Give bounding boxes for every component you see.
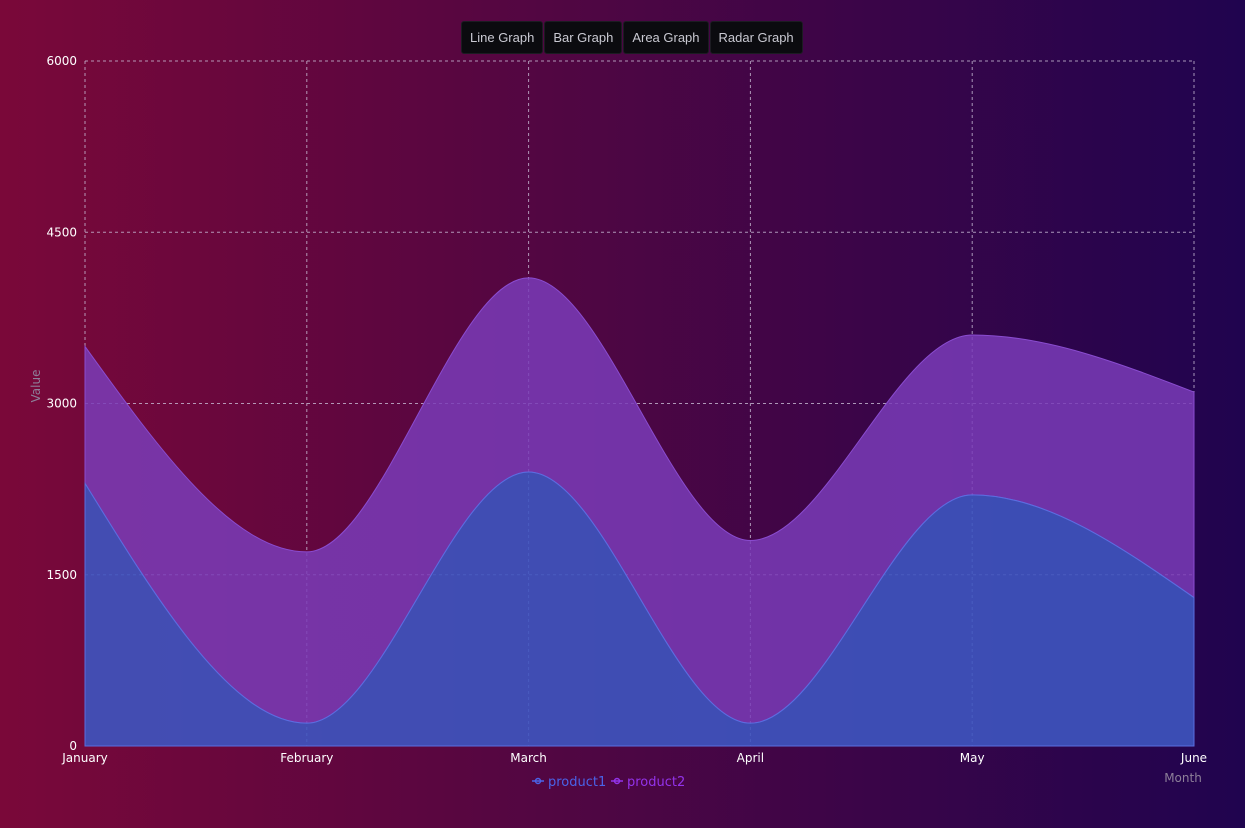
legend-label: product1	[548, 775, 606, 790]
tab-radar-graph[interactable]: Radar Graph	[709, 21, 803, 54]
tab-line-graph[interactable]: Line Graph	[461, 21, 544, 54]
y-tick-label: 1500	[46, 568, 77, 582]
legend-label: product2	[627, 775, 685, 790]
chart-legend: product1 product2	[532, 775, 685, 790]
x-tick-label: June	[1180, 751, 1207, 765]
x-tick-label: March	[510, 751, 547, 765]
y-tick-label: 6000	[46, 54, 77, 68]
legend-marker-icon	[613, 777, 621, 785]
x-tick-label: May	[960, 751, 985, 765]
chart-ticks: 0 1500 3000 4500 6000 January February March Apr…	[46, 54, 1207, 765]
x-tick-label: January	[61, 751, 108, 765]
series-area-product1	[84, 471, 1195, 747]
x-axis-label: Month	[1164, 771, 1202, 785]
y-tick-label: 0	[69, 739, 77, 753]
y-tick-label: 3000	[46, 397, 77, 411]
tab-area-graph[interactable]: Area Graph	[623, 21, 709, 54]
tab-bar-graph[interactable]: Bar Graph	[544, 21, 623, 54]
x-tick-label: April	[737, 751, 764, 765]
y-tick-label: 4500	[46, 225, 77, 239]
y-axis-label: Value	[29, 370, 43, 403]
chart-type-tabs: Line Graph Bar Graph Area Graph Radar Gr…	[461, 21, 803, 54]
chart-areas	[84, 277, 1195, 747]
x-tick-label: February	[280, 751, 333, 765]
legend-marker-icon	[534, 777, 542, 785]
